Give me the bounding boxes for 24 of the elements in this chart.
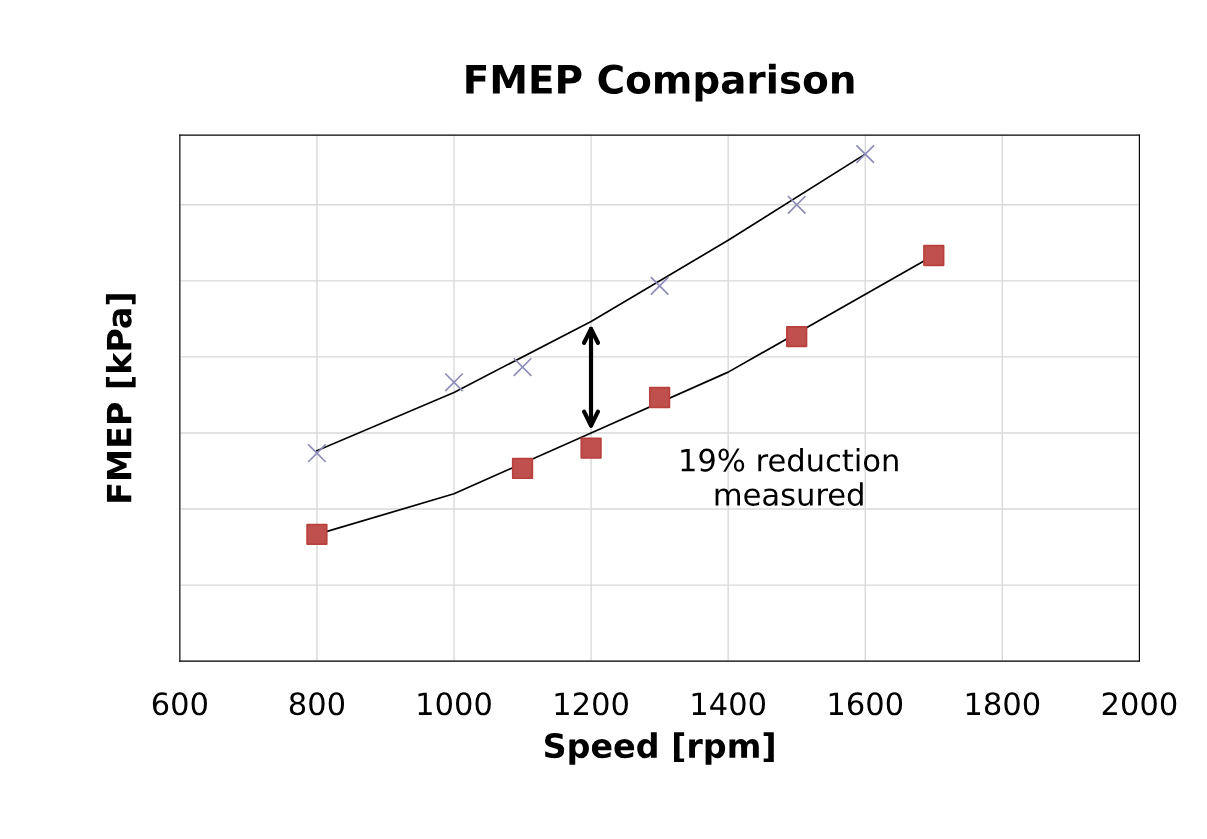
chart-title: FMEP Comparison — [466, 63, 854, 102]
x-tick-label: 1000 — [418, 692, 491, 716]
point — [923, 244, 945, 267]
point — [855, 144, 875, 164]
y-axis-title: FMEP [kPa] — [105, 294, 136, 502]
x-axis-title: Speed [rpm] — [544, 732, 774, 765]
x-tick-label: 1800 — [966, 692, 1040, 716]
point — [648, 386, 671, 409]
x-tick-label: 1600 — [829, 692, 903, 716]
point — [307, 443, 327, 463]
x-tick-label: 1400 — [692, 692, 766, 716]
x-tick-label: 800 — [289, 692, 345, 716]
point — [580, 437, 602, 459]
x-tick-label: 2000 — [1102, 692, 1177, 716]
point — [650, 276, 670, 296]
point — [511, 457, 534, 480]
point — [787, 195, 807, 215]
x-tick-label: 600 — [152, 692, 207, 716]
annotation: 19% reduction measured — [681, 448, 898, 506]
point — [444, 372, 464, 392]
point — [786, 325, 808, 348]
point — [512, 357, 533, 377]
x-tick-label: 1200 — [555, 692, 628, 716]
point — [306, 523, 328, 546]
